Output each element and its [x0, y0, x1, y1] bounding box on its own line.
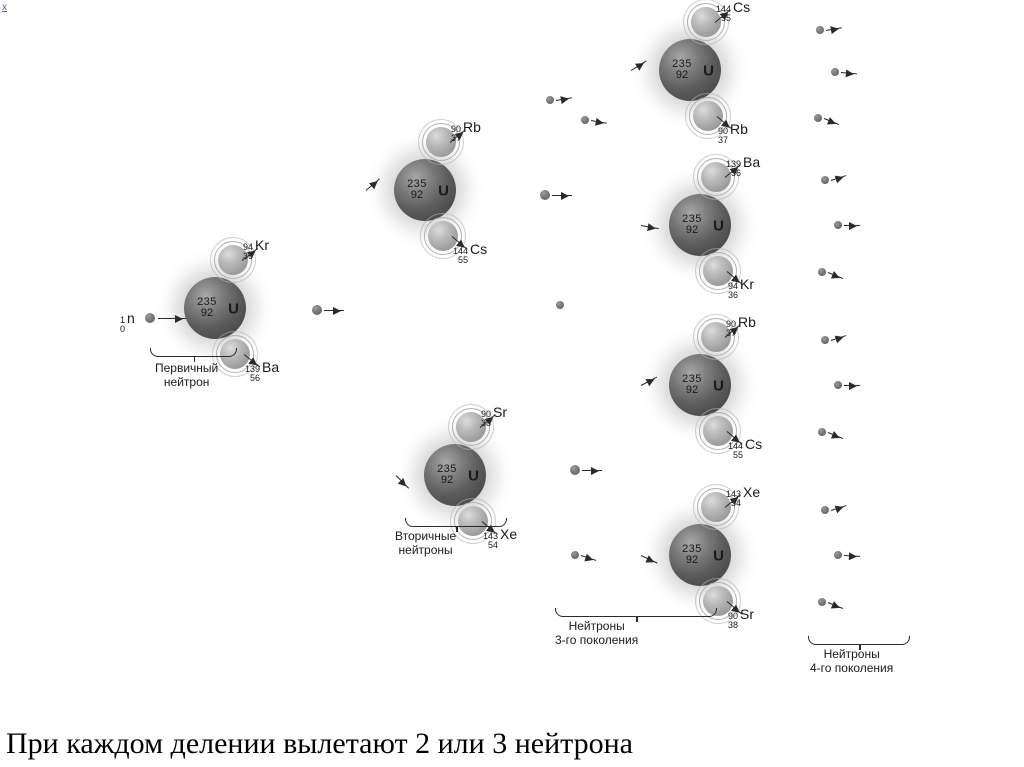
- brace: [150, 348, 237, 357]
- chain-arrow: [641, 377, 657, 386]
- neutron-arrow: [844, 385, 860, 386]
- primary-neutron: [145, 313, 155, 323]
- neutron-arrow: [556, 97, 572, 101]
- neutron-arrow: [591, 120, 607, 124]
- chain-arrow: [631, 61, 647, 71]
- neutron-arrow: [828, 432, 843, 439]
- neutron-arrow: [844, 225, 860, 226]
- free-neutron: [818, 428, 826, 436]
- uranium-nucleus: 23592U: [669, 354, 731, 416]
- diagram-stage: 23592U 23592U 23592U 23592U 23592U 23592U 2359…: [0, 0, 1024, 767]
- neutron-arrow: [582, 470, 602, 471]
- neutron-arrow: [828, 272, 843, 279]
- uranium-nucleus: 23592U: [659, 39, 721, 101]
- free-neutron: [821, 506, 829, 514]
- neutron-arrow: [831, 335, 847, 341]
- free-neutron: [571, 551, 579, 559]
- chain-arrow: [396, 475, 409, 488]
- free-neutron: [556, 301, 564, 309]
- free-neutron: [831, 68, 839, 76]
- neutron-arrow: [844, 555, 860, 557]
- chain-arrow: [366, 178, 380, 191]
- neutron-arrow: [826, 27, 842, 31]
- uranium-nucleus: 23592U: [669, 194, 731, 256]
- free-neutron: [818, 598, 826, 606]
- free-neutron: [834, 221, 842, 229]
- primary-neutron-label: 10n: [120, 310, 135, 334]
- chain-arrow: [641, 555, 658, 564]
- free-neutron: [581, 116, 589, 124]
- neutron-arrow: [831, 505, 847, 511]
- brace: [808, 636, 910, 645]
- free-neutron: [814, 114, 822, 122]
- free-neutron: [312, 305, 322, 315]
- uranium-nucleus: 23592U: [424, 444, 486, 506]
- cap-gen3: Нейтроны3-го поколения: [555, 620, 638, 648]
- bottom-caption: При каждом делении вылетают 2 или 3 нейт…: [6, 727, 633, 761]
- cap-primary: Первичныйнейтрон: [155, 362, 218, 390]
- uranium-nucleus: 23592U: [184, 277, 246, 339]
- uranium-nucleus: 23592U: [394, 159, 456, 221]
- cap-gen4: Нейтроны4-го поколения: [810, 648, 893, 676]
- free-neutron: [821, 176, 829, 184]
- top-link-x[interactable]: x: [2, 2, 7, 13]
- neutron-arrow: [824, 118, 839, 125]
- free-neutron: [546, 96, 554, 104]
- brace: [555, 608, 717, 617]
- neutron-arrow: [552, 195, 572, 196]
- neutron-arrow: [828, 602, 843, 609]
- neutron-arrow: [831, 175, 847, 181]
- free-neutron: [816, 26, 824, 34]
- free-neutron: [821, 336, 829, 344]
- free-neutron: [570, 465, 580, 475]
- neutron-arrow: [324, 310, 344, 311]
- chain-arrow: [641, 225, 659, 229]
- cap-secondary: Вторичныенейтроны: [395, 530, 456, 558]
- neutron-arrow: [841, 72, 857, 74]
- free-neutron: [818, 268, 826, 276]
- free-neutron: [540, 190, 550, 200]
- neutron-arrow: [581, 555, 597, 561]
- free-neutron: [834, 551, 842, 559]
- free-neutron: [834, 381, 842, 389]
- uranium-nucleus: 23592U: [669, 524, 731, 586]
- brace: [405, 518, 507, 527]
- neutron-arrow: [158, 318, 186, 319]
